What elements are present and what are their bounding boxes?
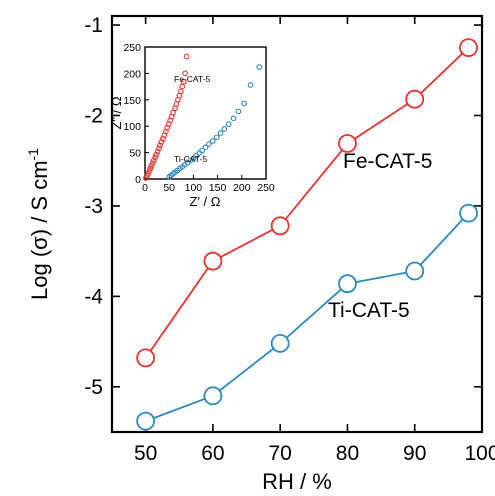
inset-data-point-fe-cat-5 [152,154,159,161]
inset-data-point-ti-cat-5 [217,130,224,136]
y-axis-label-superscript: -1 [25,148,41,161]
inset-data-point-ti-cat-5 [213,134,220,141]
inset-data-point-fe-cat-5 [180,78,187,85]
inset-x-tick-label: 150 [209,182,227,194]
y-tick-label: -3 [84,195,103,218]
x-tick-label: 80 [336,442,359,465]
inset-data-point-ti-cat-5 [202,144,209,151]
y-tick-label: -4 [84,285,103,308]
inset-data-point-ti-cat-5 [235,108,242,115]
inset-series [143,53,263,181]
inset-data-point-ti-cat-5 [221,125,228,132]
main-plot-frame [110,14,484,434]
x-tick-label: 100 [464,442,495,465]
label-ti-cat-5: Ti-CAT-5 [328,299,410,322]
x-tick-label: 60 [201,442,224,465]
inset-y-tick-label: 250 [123,42,141,54]
data-point-ti-cat-5 [136,411,156,431]
inset-y-tick-label: 150 [123,95,141,107]
inset-data-point-ti-cat-5 [241,100,248,107]
inset-data-point-ti-cat-5 [256,64,263,70]
inset-data-point-fe-cat-5 [158,139,165,145]
inset-y-tick-label: 200 [123,68,141,80]
data-point-fe-cat-5 [405,89,425,109]
main-series [136,38,478,431]
inset-data-point-fe-cat-5 [183,53,190,60]
data-point-fe-cat-5 [203,251,223,271]
data-point-ti-cat-5 [338,274,357,294]
inset-data-point-fe-cat-5 [149,160,156,167]
inset-data-point-ti-cat-5 [230,115,237,122]
inset-label-ti-cat-5: Ti-CAT-5 [174,154,207,164]
x-tick-label: 90 [403,442,426,465]
inset-data-point-fe-cat-5 [147,165,154,172]
inset-data-point-ti-cat-5 [209,138,216,144]
data-point-fe-cat-5 [136,348,156,368]
inset-x-axis-label: Z' / Ω [190,194,221,209]
data-point-fe-cat-5 [459,38,478,58]
inset-data-point-ti-cat-5 [199,147,205,154]
inset-plot-frame [144,46,267,180]
data-point-ti-cat-5 [270,333,290,353]
data-point-ti-cat-5 [405,261,425,281]
x-tick-label: 50 [134,442,157,465]
inset-y-tick-label: 50 [129,148,141,160]
data-point-ti-cat-5 [203,386,223,406]
main-plot: 50 60 70 80 90 100 -5 -4 -3 -2 -1 RH / % Log (σ) /… [25,14,495,494]
inset-data-point-fe-cat-5 [150,157,157,164]
series-line-fe-cat-5 [144,47,470,359]
inset-data-point-fe-cat-5 [153,151,159,158]
inset-data-point-fe-cat-5 [182,70,189,77]
inset-x-tick-label: 200 [233,182,251,194]
inset-y-tick-label: 100 [123,121,141,133]
data-point-ti-cat-5 [459,203,478,223]
y-axis-label-main: Log (σ) / S cm [27,160,52,300]
inset-y-tick-label: 0 [135,174,141,186]
inset-x-tick-label: 100 [185,182,203,194]
inset-data-point-fe-cat-5 [146,168,153,174]
inset-y-axis-label: Z" / Ω [109,96,124,129]
y-axis-label: Log (σ) / S cm-1 [25,148,52,300]
inset-x-tick-label: 250 [257,182,275,194]
inset-data-point-ti-cat-5 [225,121,232,127]
y-tick-label: -5 [84,376,103,399]
data-point-fe-cat-5 [338,134,357,153]
inset-x-tick-label: 0 [142,182,148,194]
x-axis-label: RH / % [262,469,332,494]
inset-data-point-fe-cat-5 [156,145,162,152]
inset-label-fe-cat-5: Fe-CAT-5 [174,74,210,84]
inset-data-point-ti-cat-5 [247,82,254,88]
y-tick-label: -2 [84,104,103,127]
y-tick-label: -1 [84,14,103,37]
x-tick-label: 70 [269,442,292,465]
series-line-ti-cat-5 [145,212,470,422]
inset-data-point-ti-cat-5 [206,141,212,148]
inset-data-point-fe-cat-5 [154,148,161,155]
inset-ticks: 0 50 100 150 200 250 0 50 100 150 200 250 [123,42,274,194]
label-fe-cat-5: Fe-CAT-5 [343,150,432,173]
inset-x-tick-label: 50 [163,182,175,194]
main-ticks: 50 60 70 80 90 100 -5 -4 -3 -2 -1 [84,14,495,465]
inset-data-point-fe-cat-5 [157,142,163,149]
data-point-fe-cat-5 [270,216,290,236]
